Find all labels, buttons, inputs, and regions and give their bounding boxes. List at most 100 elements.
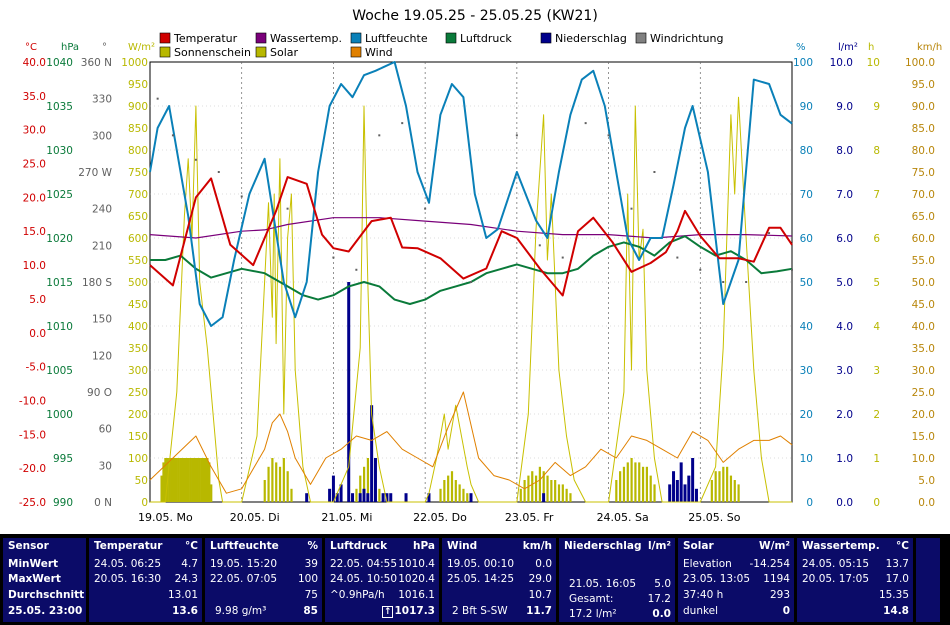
series-sonnenschein (160, 458, 740, 502)
axis-tick-label: 800 (128, 145, 148, 157)
sunshine-bar (722, 466, 725, 502)
axis-tick-label: 80.0 (912, 145, 935, 157)
wind-direction-dot (584, 122, 587, 125)
pressure-trend: ^0.9hPa/h (330, 589, 385, 601)
axis-tick-label: -10.0 (19, 395, 46, 407)
rain-current-label: 17.2 l/m² (569, 608, 617, 620)
axis-tick-label: 10.0 (830, 57, 853, 69)
wind-direction-dot (240, 195, 243, 198)
axis-tick-label: 350 (128, 343, 148, 355)
solar-max-time: 23.05. 13:05 (683, 573, 750, 585)
legend-swatch (635, 32, 647, 44)
axis-tick-label: 1000 (46, 409, 73, 421)
wind-direction-dot (538, 244, 541, 247)
axis-tick-label: 55.0 (912, 255, 935, 267)
sunshine-bar (170, 458, 173, 502)
axis-tick-label: 8 (873, 145, 880, 157)
rain-bar (668, 484, 672, 502)
pressure-max-value: 1020.4 (398, 573, 435, 585)
statistics-panel: Sensor MinWert MaxWert Durchschnitt 25.0… (0, 534, 950, 625)
axis-tick-label: 60 (99, 424, 112, 436)
series-wind (149, 391, 793, 494)
axis-tick-label: 150 (128, 431, 148, 443)
sunshine-bar (538, 466, 541, 502)
axis-wind-direction: ° 360 N 330 300 270 W 240 210 180 S 150 120 90 O 60… (78, 42, 112, 509)
sunshine-bar (450, 471, 454, 502)
axis-tick-label: 10.0 (912, 453, 935, 465)
sunshine-bar (458, 484, 461, 502)
legend-item-windrichtung: Windrichtung (635, 32, 723, 45)
axis-unit: l/m² (838, 42, 858, 53)
trend-up-icon: ↑ (381, 606, 394, 618)
axis-tick-label: 30.0 (23, 125, 46, 137)
legend-label: Luftfeuchte (365, 32, 428, 45)
axis-tick-label: 5.0 (29, 294, 46, 306)
rain-bar (675, 480, 679, 502)
sunshine-bar (194, 458, 198, 502)
axis-tick-label: 995 (53, 453, 73, 465)
axis-tick-label: -25.0 (19, 497, 46, 509)
legend-swatch (540, 32, 552, 44)
sunshine-bar (173, 458, 177, 502)
sunshine-bar (630, 458, 633, 502)
durchschnitt-label: Durchschnitt (8, 589, 85, 601)
axis-tick-label: 200 (128, 409, 148, 421)
axis-tick-label: 40 (800, 321, 813, 333)
sunshine-bar (187, 458, 190, 502)
water-current: 14.8 (883, 605, 909, 617)
rain-bar (679, 462, 683, 502)
rain-section: Niederschlag l/m² 21.05. 16:05 5.0 Gesam… (559, 538, 675, 622)
axis-tick-label: 1 (873, 453, 880, 465)
axis-tick-label: 30 (99, 460, 112, 472)
axis-pressure: hPa 1040 1035 1030 1025 1020 1015 1010 1005 1000 9… (46, 42, 79, 509)
rain-unit: l/m² (648, 540, 671, 552)
series-windrichtung (156, 97, 793, 283)
rain-bar (404, 493, 408, 502)
legend-item-sonnenschein: Sonnenschein (159, 46, 251, 59)
rain-bar (389, 493, 393, 502)
rain-bar (381, 493, 385, 502)
axis-tick-label: 1020 (46, 233, 73, 245)
sunshine-bar (160, 475, 163, 502)
rain-bar (542, 493, 546, 502)
sunshine-bar (282, 458, 285, 502)
sunshine-bar (638, 462, 641, 502)
axis-tick-label: 30 (800, 365, 813, 377)
wind-direction-dot (515, 134, 518, 137)
axis-unit: hPa (61, 42, 79, 53)
rain-bar (328, 488, 332, 502)
axis-tick-label: 4 (873, 321, 880, 333)
x-axis: 19.05. Mo 20.05. Di 21.05. Mi 22.05. Do 23.0… (138, 511, 741, 524)
axis-tick-label: 75.0 (912, 167, 935, 179)
axes: °C40.035.030.025.020.015.010.05.00.0-5.0… (19, 42, 942, 509)
sunshine-bar (714, 471, 717, 502)
pressure-current-value: 1017.3 (394, 605, 435, 617)
axis-tick-label: 180 S (82, 277, 112, 289)
axis-tick-label: 70 (800, 189, 813, 201)
axis-tick-label: 240 (92, 204, 112, 216)
water-min-time: 24.05. 05:15 (802, 558, 869, 570)
rain-bar (358, 493, 362, 502)
axis-tick-label: 600 (128, 233, 148, 245)
rain-bar (351, 493, 355, 502)
axis-tick-label: 850 (128, 123, 148, 135)
axis-tick-label: 65.0 (912, 211, 935, 223)
solar-title: Solar (683, 540, 714, 552)
axis-tick-label: 1000 (121, 57, 148, 69)
legend-item-temperatur: Temperatur (159, 32, 238, 45)
wind-direction-dot (332, 256, 335, 259)
axis-tick-label: 80 (800, 145, 813, 157)
rain-bar (691, 458, 695, 502)
axis-tick-label: 50 (800, 277, 813, 289)
sunshine-bar (206, 458, 209, 502)
legend-label: Temperatur (173, 32, 238, 45)
water-max-time: 20.05. 17:05 (802, 573, 869, 585)
sunshine-bar (561, 484, 564, 502)
axis-tick-label: 400 (128, 321, 148, 333)
legend-swatch (350, 46, 362, 58)
axis-tick-label: 50 (135, 475, 148, 487)
axis-tick-label: 60.0 (912, 233, 935, 245)
humidity-max-time: 22.05. 07:05 (210, 573, 277, 585)
axis-tick-label: 60 (800, 233, 813, 245)
wind-direction-dot (722, 281, 725, 283)
